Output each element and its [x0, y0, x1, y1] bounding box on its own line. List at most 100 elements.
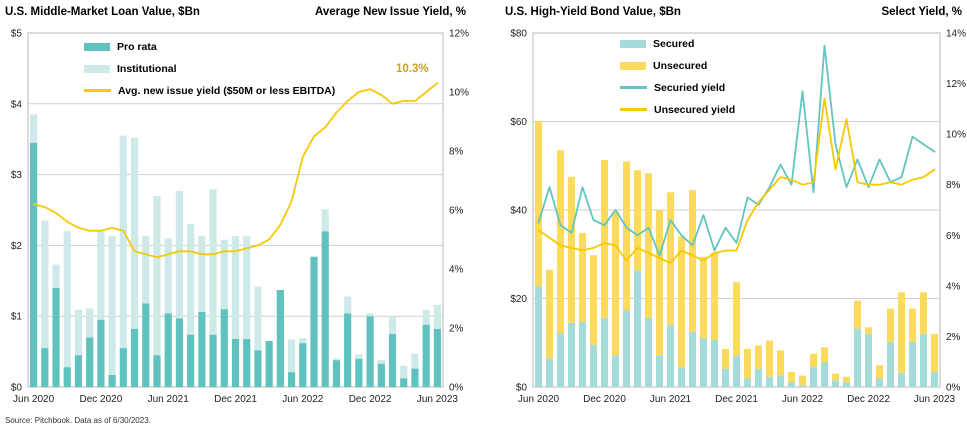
bar-segment [886, 341, 895, 387]
bar-segment [209, 189, 217, 335]
bar-segment [220, 309, 228, 387]
bar-segment [589, 255, 598, 345]
bar-segment [332, 360, 341, 387]
bar-segment [589, 344, 598, 387]
legend-label: Unsecured [653, 59, 708, 72]
bar-segment [130, 137, 139, 329]
bar-segment [321, 231, 329, 387]
bar-segment [567, 176, 576, 323]
bar-segment [198, 311, 206, 387]
bar-segment [644, 317, 653, 387]
x-axis-tick-label: Jun 2020 [518, 394, 560, 405]
bar-segment [119, 348, 127, 387]
bar-segment [622, 161, 631, 311]
bar-segment [556, 333, 565, 387]
source-note: Source: Pitchbook. Data as of 6/30/2023. [5, 416, 151, 425]
bar-segment [776, 350, 785, 376]
left-axis-tick-label: $4 [11, 99, 23, 110]
bar-segment [86, 337, 94, 387]
bar-segment [187, 224, 195, 335]
bar-segment [108, 374, 116, 387]
bar-segment [578, 321, 587, 387]
bar-segment [699, 256, 708, 339]
bar-segment [153, 355, 161, 387]
legend-label: Securied yield [654, 81, 726, 94]
bar-segment [287, 372, 296, 387]
legend-label: Pro rata [117, 40, 157, 53]
bar-segment [366, 313, 374, 317]
left-axis-tick-label: $60 [510, 117, 527, 128]
bar-segment [930, 333, 939, 372]
bar-segment [743, 348, 752, 379]
left-axis-tick-label: $80 [510, 29, 527, 40]
bar-segment [633, 270, 642, 387]
chart-panel-0: $5 $4 $3 $2 $1 $0 12% 10% 8% 6% 4% 2% 0% Jun 2020 Dec … [11, 29, 469, 406]
bar-segment [175, 318, 184, 387]
bar-segment [63, 231, 71, 368]
bar-segment [930, 371, 939, 387]
bar-segment [842, 382, 851, 387]
x-axis-tick-label: Dec 2021 [214, 394, 257, 405]
bar-segment [534, 121, 543, 287]
bar-segment [231, 338, 240, 387]
bar-segment [644, 173, 653, 318]
right-chart-title: U.S. High-Yield Bond Value, $Bn [505, 6, 681, 18]
bar-segment [175, 190, 184, 319]
right-axis-tick-label: 4% [449, 265, 464, 276]
left-chart-legend: Pro rata Institutional Avg. new issue yiel… [84, 39, 335, 98]
x-axis-tick-label: Jun 2022 [782, 394, 824, 405]
bar-segment [209, 334, 217, 387]
bar-segment [366, 316, 374, 387]
bar-segment [875, 365, 884, 379]
x-axis-tick-label: Dec 2020 [79, 394, 122, 405]
bar-segment [754, 368, 763, 387]
bar-segment [710, 252, 719, 341]
bar-segment [611, 355, 620, 387]
legend-item: Unsecured yield [620, 102, 735, 117]
right-axis-tick-label: 6% [946, 231, 961, 242]
bar-segment [310, 256, 318, 387]
left-axis-tick-label: $0 [11, 383, 23, 394]
bar-segment [433, 304, 441, 329]
right-axis-tick-label: 4% [946, 281, 961, 292]
bar-segment [688, 332, 697, 387]
bar-segment [600, 159, 609, 318]
bar-segment [545, 358, 554, 387]
bar-segment [41, 348, 49, 387]
bar-segment [721, 348, 730, 369]
bar-segment [119, 135, 127, 349]
bar-segment [677, 367, 686, 387]
right-axis-tick-label: 12% [946, 79, 966, 90]
bar-segment [276, 290, 284, 387]
legend-label: Institutional [117, 62, 177, 75]
bar-segment [321, 209, 329, 232]
bar-segment [74, 309, 83, 356]
bar-segment [886, 308, 895, 342]
x-axis-tick-label: Dec 2022 [847, 394, 890, 405]
bar-segment [344, 313, 352, 387]
bar-segment [655, 355, 664, 387]
legend-label: Avg. new issue yield ($50M or less EBITD… [118, 84, 336, 97]
bar-segment [633, 170, 642, 271]
bar-segment [666, 325, 675, 387]
x-axis-tick-label: Dec 2021 [715, 394, 758, 405]
bar-segment [743, 378, 752, 387]
bar-segment [400, 378, 408, 387]
bar-segment [74, 355, 83, 387]
bar-segment [787, 371, 796, 383]
legend-bar-swatch [84, 64, 110, 73]
left-axis-tick-label: $2 [11, 241, 23, 252]
chart-panel-1: $80$60$40$20$014%12%10%8%6%4%2%0%Jun 202… [510, 29, 966, 406]
bar-segment [545, 269, 554, 359]
bar-segment [908, 341, 917, 387]
bar-segment [243, 236, 251, 339]
bar-segment [422, 309, 430, 325]
bar-segment [422, 324, 430, 387]
bar-segment [97, 319, 105, 387]
x-axis-tick-label: Jun 2021 [650, 394, 692, 405]
bar-segment [732, 282, 741, 356]
yield-line [537, 44, 936, 257]
bar-segment [721, 368, 730, 387]
bar-segment [710, 340, 719, 387]
